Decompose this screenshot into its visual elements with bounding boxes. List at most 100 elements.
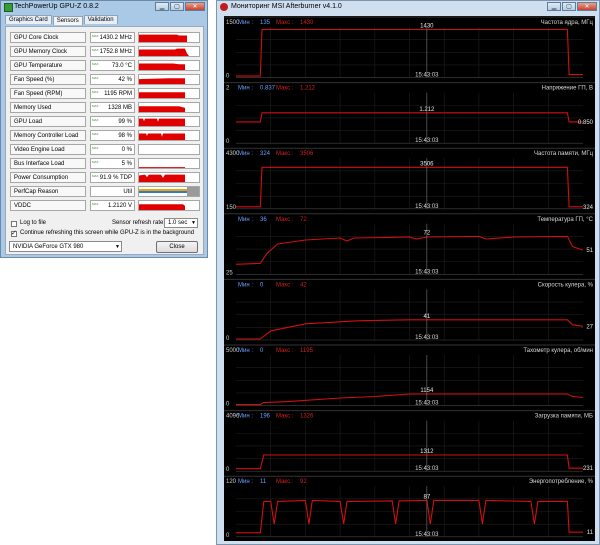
max-value: 1326 xyxy=(300,414,314,420)
gpuz-window-title: TechPowerUp GPU-Z 0.8.2 xyxy=(14,3,99,10)
min-prefix: Мин : xyxy=(238,282,253,288)
sensor-row: GPU Load MAX 99 % xyxy=(10,116,200,128)
sensor-value: MAX 73.0 °C xyxy=(90,60,135,71)
gpu-select[interactable]: NVIDIA GeForce GTX 980 ▼ xyxy=(9,241,122,252)
max-value: 1430 xyxy=(300,20,314,26)
sensor-label[interactable]: GPU Core Clock xyxy=(10,32,86,43)
sensor-value-text: 1430.2 MHz xyxy=(99,35,132,41)
peak-value-label: 72 xyxy=(424,230,431,236)
sensor-row: GPU Temperature MAX 73.0 °C xyxy=(10,60,200,72)
refresh-rate-value: 1.0 sec xyxy=(168,220,188,226)
sensor-value: Util xyxy=(90,186,135,197)
y-axis-min-label: 0 xyxy=(226,336,230,342)
chevron-down-icon: ▼ xyxy=(191,220,196,226)
timestamp-label: 15:43:03 xyxy=(415,204,439,210)
graph-title: Энергопотребление, % xyxy=(529,479,594,485)
series-line xyxy=(235,235,584,265)
sensor-max-badge: MAX xyxy=(92,62,99,66)
sensor-max-badge: MAX xyxy=(92,202,99,206)
min-prefix: Мин : xyxy=(238,86,253,92)
close-window-button[interactable]: ✕ xyxy=(185,2,205,11)
y-axis-min-label: 0 xyxy=(226,402,230,408)
sensor-row: PerfCap Reason Util xyxy=(10,186,200,198)
y-axis-max-label: 2 xyxy=(226,86,230,92)
chevron-down-icon: ▼ xyxy=(115,244,120,250)
afterburner-window: Мониторинг MSI Afterburner v4.1.0 ▁ ▢ ✕ … xyxy=(216,0,600,545)
min-prefix: Мин : xyxy=(238,20,253,26)
minimize-button[interactable]: ▁ xyxy=(547,2,561,11)
tab-sensors[interactable]: Sensors xyxy=(52,16,83,25)
sensor-label[interactable]: VDDC xyxy=(10,200,86,211)
close-window-button[interactable]: ✕ xyxy=(577,2,597,11)
continue-refresh-label: Continue refreshing this screen while GP… xyxy=(20,230,195,236)
sensor-label[interactable]: Memory Used xyxy=(10,102,86,113)
min-value: 0 xyxy=(260,348,264,354)
sensor-graph xyxy=(138,144,200,155)
sensor-row: Fan Speed (%) MAX 42 % xyxy=(10,74,200,86)
sensor-graph xyxy=(138,88,200,99)
min-value: 0 xyxy=(260,282,264,288)
sensor-value-text: Util xyxy=(123,189,132,195)
sensor-value-text: 1195 RPM xyxy=(104,91,132,97)
y-axis-min-label: 150 xyxy=(226,205,237,211)
min-value: 0.837 xyxy=(260,86,276,92)
max-prefix: Макс : xyxy=(276,86,294,92)
max-prefix: Макс : xyxy=(276,414,294,420)
sensor-label[interactable]: GPU Memory Clock xyxy=(10,46,86,57)
sensor-label[interactable]: Video Engine Load xyxy=(10,144,86,155)
maximize-button[interactable]: ▢ xyxy=(562,2,576,11)
min-prefix: Мин : xyxy=(238,479,253,485)
gpuz-titlebar[interactable]: TechPowerUp GPU-Z 0.8.2 ▁ ▢ ✕ xyxy=(1,1,207,13)
sensor-label[interactable]: GPU Temperature xyxy=(10,60,86,71)
sensor-row: Video Engine Load MAX 0 % xyxy=(10,144,200,156)
maximize-button[interactable]: ▢ xyxy=(170,2,184,11)
max-value: 1.212 xyxy=(300,86,316,92)
sensor-label[interactable]: Power Consumption xyxy=(10,172,86,183)
sensor-value-text: 0 % xyxy=(121,147,132,153)
series-line xyxy=(236,393,584,406)
sensor-graph xyxy=(138,32,200,43)
current-value-label: 11 xyxy=(587,530,594,536)
sensor-max-badge: MAX xyxy=(92,48,99,52)
min-prefix: Мин : xyxy=(238,414,253,420)
sensor-label[interactable]: GPU Load xyxy=(10,116,86,127)
close-button[interactable]: Close xyxy=(156,241,198,253)
timestamp-label: 15:43:03 xyxy=(415,532,439,538)
graph-title: Скорость кулера, % xyxy=(538,282,594,288)
timestamp-label: 15:43:03 xyxy=(415,466,439,472)
graph-title: Частота ядра, МГц xyxy=(541,20,594,26)
refresh-rate-select[interactable]: 1.0 sec ▼ xyxy=(164,218,198,228)
sensor-max-badge: MAX xyxy=(92,146,99,150)
minimize-button[interactable]: ▁ xyxy=(155,2,169,11)
gpuz-window: TechPowerUp GPU-Z 0.8.2 ▁ ▢ ✕ Graphics C… xyxy=(0,0,208,258)
log-to-file-label: Log to file xyxy=(20,220,47,226)
y-axis-max-label: 4300 xyxy=(226,151,240,157)
min-value: 196 xyxy=(260,414,271,420)
afterburner-titlebar[interactable]: Мониторинг MSI Afterburner v4.1.0 ▁ ▢ ✕ xyxy=(217,1,599,13)
log-to-file-checkbox[interactable] xyxy=(11,221,17,227)
monitoring-graphs[interactable]: 1500 0 Мин : 135 Макс : 1430 Частота ядра, М… xyxy=(224,16,595,541)
sensor-value-text: 1752.8 MHz xyxy=(99,49,132,55)
sensor-label[interactable]: Fan Speed (RPM) xyxy=(10,88,86,99)
sensor-label[interactable]: PerfCap Reason xyxy=(10,186,86,197)
max-value: 42 xyxy=(300,282,307,288)
sensor-graph xyxy=(138,130,200,141)
sensor-label[interactable]: Memory Controller Load xyxy=(10,130,86,141)
peak-value-label: 41 xyxy=(424,314,431,320)
continue-refresh-checkbox[interactable] xyxy=(11,229,17,237)
sensor-value: MAX 1752.8 MHz xyxy=(90,46,135,57)
sensor-label[interactable]: Fan Speed (%) xyxy=(10,74,86,85)
max-value: 92 xyxy=(300,479,307,485)
afterburner-app-icon xyxy=(220,3,228,11)
series-line xyxy=(236,499,583,534)
sensor-label[interactable]: Bus Interface Load xyxy=(10,158,86,169)
max-prefix: Макс : xyxy=(276,282,294,288)
sensor-row: Bus Interface Load MAX 5 % xyxy=(10,158,200,170)
max-prefix: Макс : xyxy=(276,479,294,485)
tab-validation[interactable]: Validation xyxy=(83,15,118,24)
sensor-value-text: 42 % xyxy=(118,77,132,83)
sensor-value: MAX 42 % xyxy=(90,74,135,85)
sensor-value: MAX 98 % xyxy=(90,130,135,141)
tab-graphics-card[interactable]: Graphics Card xyxy=(5,15,52,24)
